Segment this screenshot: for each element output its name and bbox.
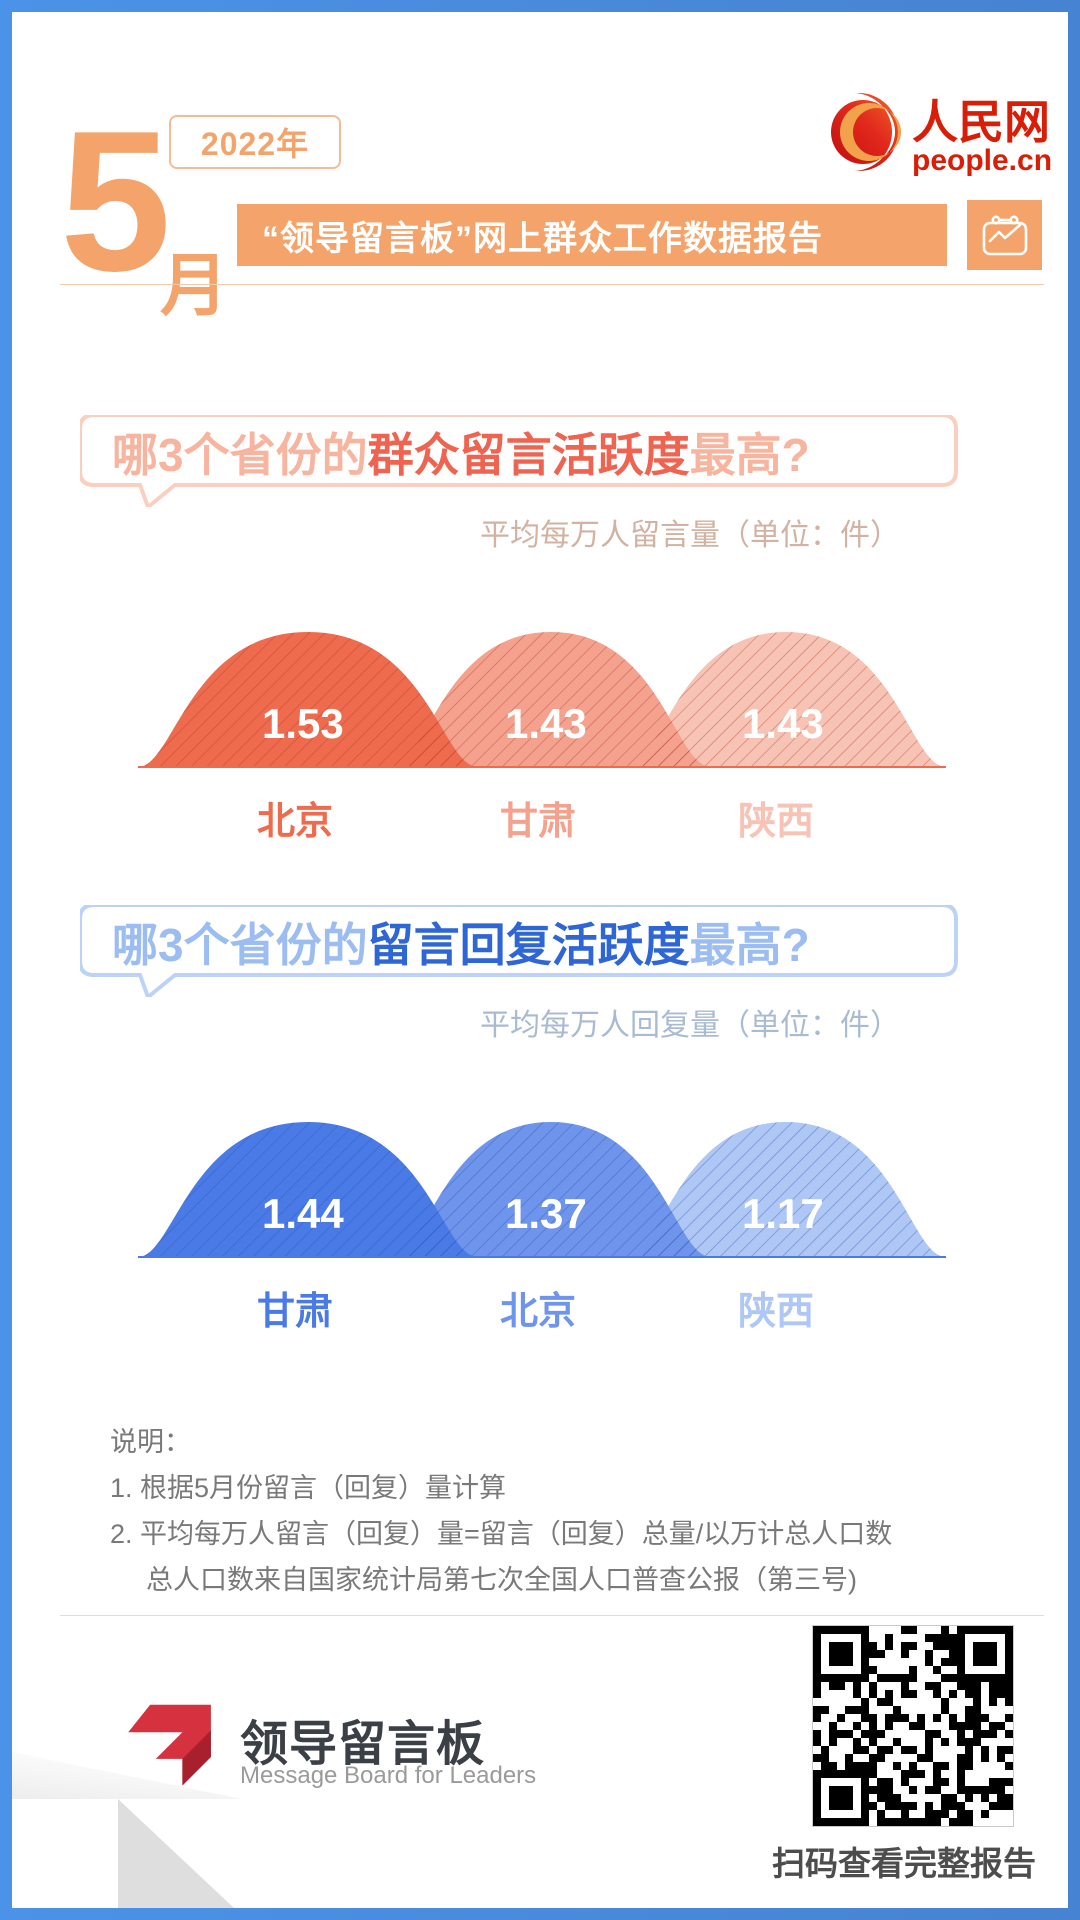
svg-text:人民网: 人民网 [912, 96, 1050, 148]
svg-text:people.cn: people.cn [912, 144, 1052, 177]
